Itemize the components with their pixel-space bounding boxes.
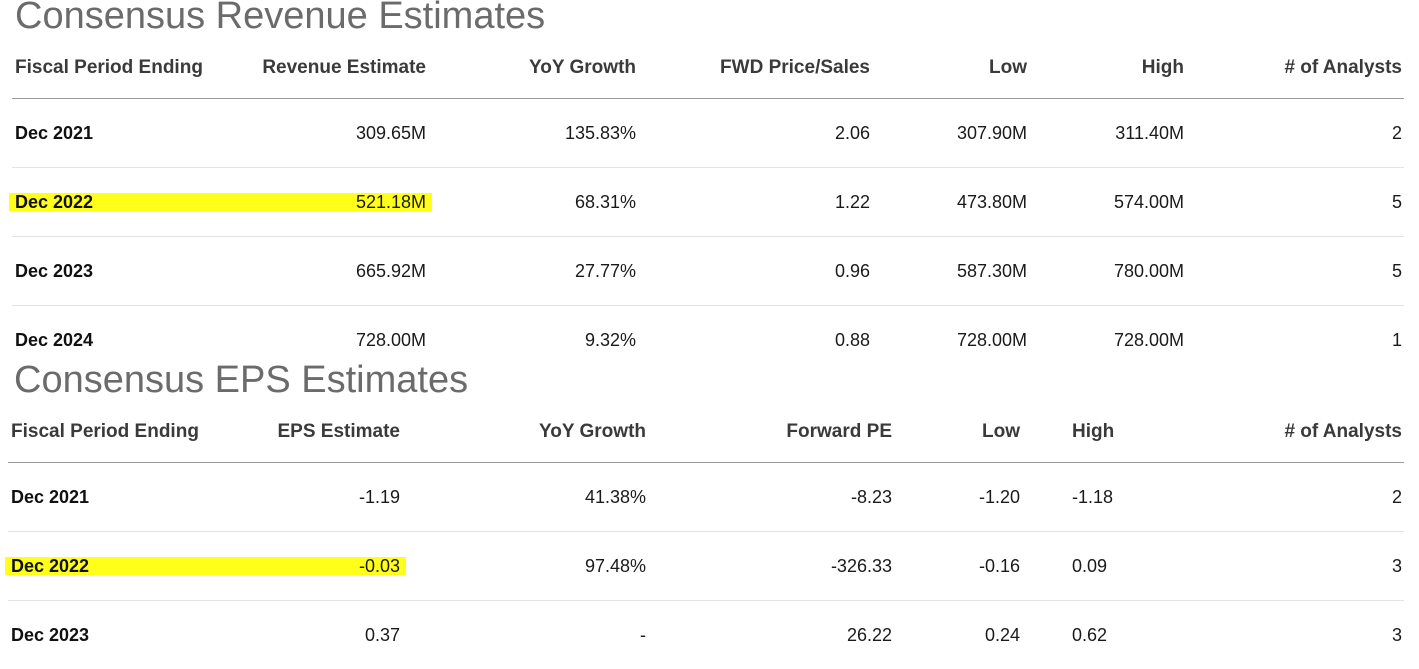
yoy-growth-cell: 97.48% [402, 532, 648, 601]
period-label: Dec 2022 [15, 192, 93, 212]
revenue-estimates-table: Fiscal Period Ending Revenue Estimate Yo… [12, 46, 1404, 374]
estimate-value: 521.18M [356, 192, 426, 212]
column-header-analysts[interactable]: # of Analysts [1186, 46, 1404, 99]
column-header-forward-pe[interactable]: Forward PE [648, 410, 894, 463]
column-header-yoy-growth[interactable]: YoY Growth [402, 410, 648, 463]
column-header-fiscal-period[interactable]: Fiscal Period Ending [8, 410, 230, 463]
estimate-cell: 521.18M [238, 168, 428, 237]
fwd-price-sales-cell: 1.22 [638, 168, 872, 237]
table-header-row: Fiscal Period Ending EPS Estimate YoY Gr… [8, 410, 1404, 463]
forward-pe-cell: -326.33 [648, 532, 894, 601]
forward-pe-cell: -8.23 [648, 463, 894, 532]
table-header-row: Fiscal Period Ending Revenue Estimate Yo… [12, 46, 1404, 99]
column-header-eps-estimate[interactable]: EPS Estimate [230, 410, 402, 463]
estimate-value: -0.03 [359, 556, 400, 576]
low-cell: -0.16 [894, 532, 1022, 601]
highlight-marker: Dec 2022 [15, 192, 93, 213]
estimate-cell: 0.37 [230, 601, 402, 669]
highlight-marker: Dec 2022 [11, 556, 89, 577]
high-cell: 574.00M [1029, 168, 1186, 237]
analysts-count-cell: 5 [1186, 237, 1404, 306]
analysts-count-cell: 3 [1150, 601, 1404, 669]
fwd-price-sales-cell: 0.96 [638, 237, 872, 306]
low-cell: 0.24 [894, 601, 1022, 669]
column-header-high[interactable]: High [1022, 410, 1150, 463]
eps-estimates-table: Fiscal Period Ending EPS Estimate YoY Gr… [8, 410, 1404, 669]
analysts-count-cell: 2 [1150, 463, 1404, 532]
analysts-count-cell: 5 [1186, 168, 1404, 237]
estimate-cell: -1.19 [230, 463, 402, 532]
column-header-low[interactable]: Low [872, 46, 1029, 99]
high-cell: -1.18 [1022, 463, 1150, 532]
high-cell: 780.00M [1029, 237, 1186, 306]
yoy-growth-cell: 68.31% [428, 168, 638, 237]
highlight-stroke [79, 557, 406, 575]
period-cell: Dec 2021 [8, 463, 230, 532]
yoy-growth-cell: 27.77% [428, 237, 638, 306]
eps-section-title: Consensus EPS Estimates [8, 360, 1404, 400]
period-cell: Dec 2023 [12, 237, 238, 306]
estimate-cell: -0.03 [230, 532, 402, 601]
column-header-yoy-growth[interactable]: YoY Growth [428, 46, 638, 99]
revenue-section-title: Consensus Revenue Estimates [12, 0, 1404, 36]
yoy-growth-cell: 41.38% [402, 463, 648, 532]
analysts-count-cell: 2 [1186, 99, 1404, 168]
period-cell: Dec 2023 [8, 601, 230, 669]
low-cell: 587.30M [872, 237, 1029, 306]
low-cell: -1.20 [894, 463, 1022, 532]
yoy-growth-cell: 135.83% [428, 99, 638, 168]
eps-estimates-section: Consensus EPS Estimates Fiscal Period En… [8, 356, 1404, 396]
column-header-fwd-price-sales[interactable]: FWD Price/Sales [638, 46, 872, 99]
period-label: Dec 2022 [11, 556, 89, 576]
highlight-marker: 521.18M [356, 192, 426, 213]
highlight-marker: -0.03 [359, 556, 400, 577]
column-header-revenue-estimate[interactable]: Revenue Estimate [238, 46, 428, 99]
fwd-price-sales-cell: 2.06 [638, 99, 872, 168]
column-header-fiscal-period[interactable]: Fiscal Period Ending [12, 46, 238, 99]
estimate-cell: 665.92M [238, 237, 428, 306]
period-cell: Dec 2021 [12, 99, 238, 168]
column-header-high[interactable]: High [1029, 46, 1186, 99]
low-cell: 307.90M [872, 99, 1029, 168]
high-cell: 311.40M [1029, 99, 1186, 168]
analysts-count-cell: 3 [1150, 532, 1404, 601]
revenue-estimates-section: Consensus Revenue Estimates Fiscal Perio… [12, 0, 1404, 40]
forward-pe-cell: 26.22 [648, 601, 894, 669]
high-cell: 0.09 [1022, 532, 1150, 601]
column-header-low[interactable]: Low [894, 410, 1022, 463]
column-header-analysts[interactable]: # of Analysts [1150, 410, 1404, 463]
yoy-growth-cell: - [402, 601, 648, 669]
estimate-cell: 309.65M [238, 99, 428, 168]
low-cell: 473.80M [872, 168, 1029, 237]
high-cell: 0.62 [1022, 601, 1150, 669]
